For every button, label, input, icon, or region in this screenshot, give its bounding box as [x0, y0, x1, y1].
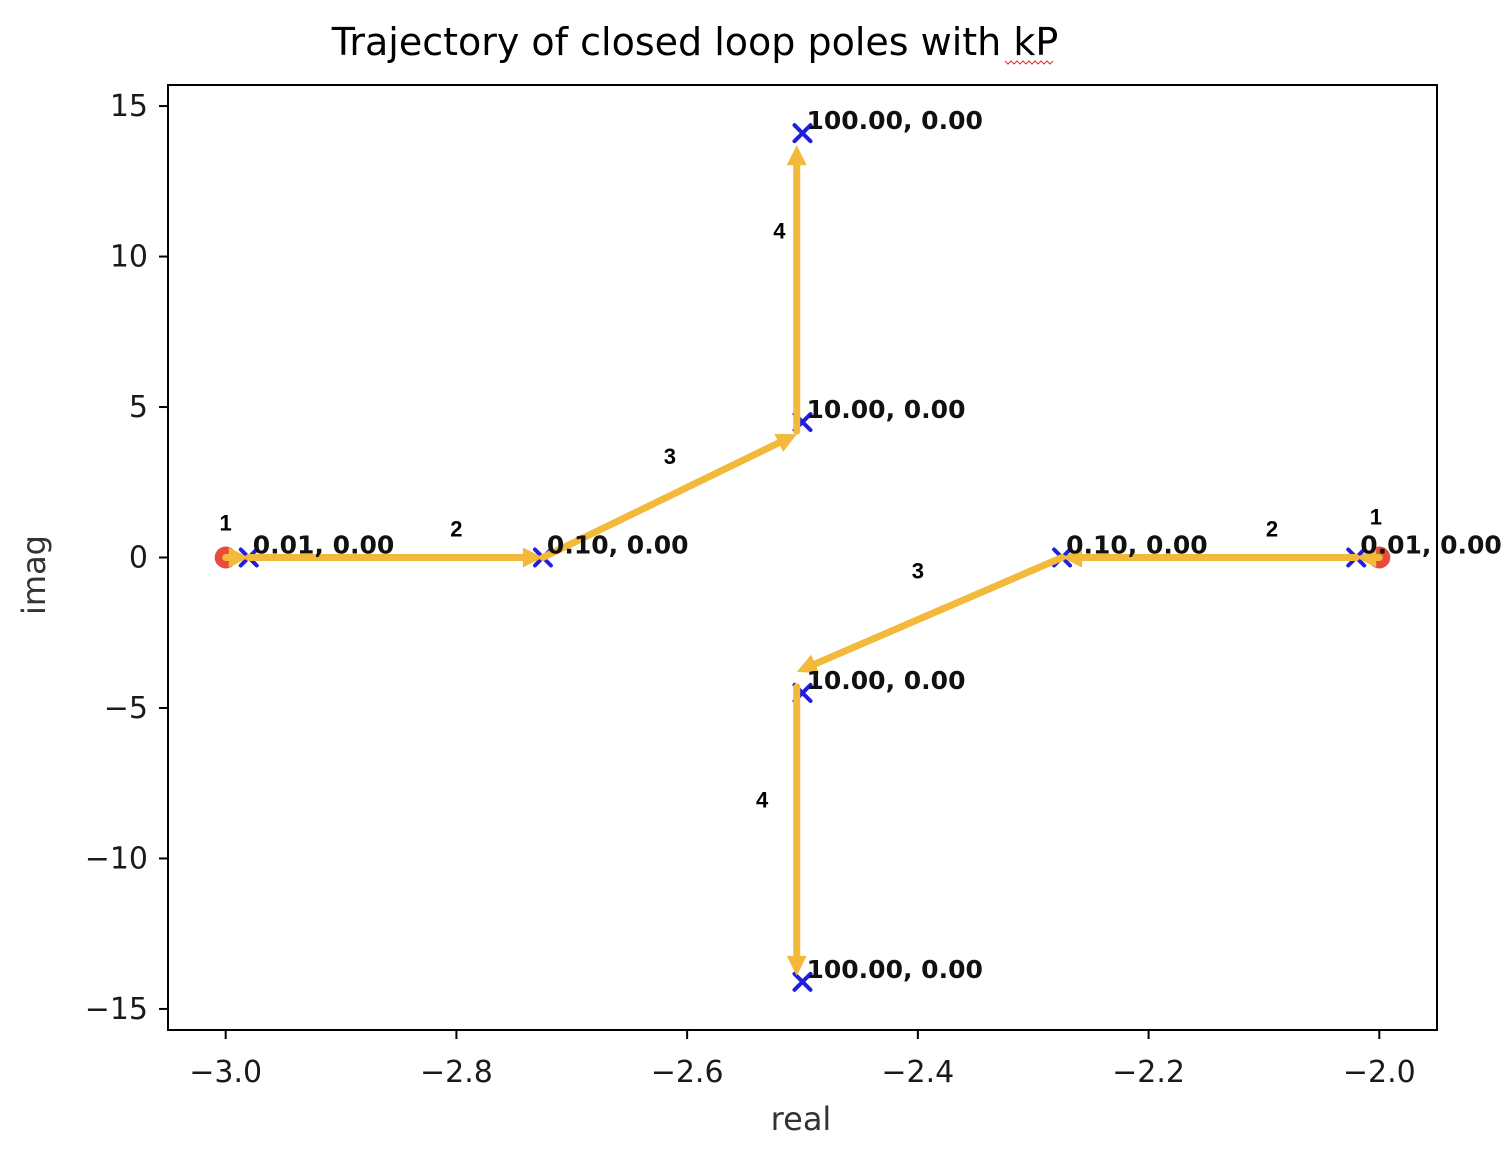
closed-loop-pole-marker	[792, 123, 813, 144]
trajectory-step-label: 4	[756, 787, 769, 812]
y-axis-label: imag	[15, 535, 53, 615]
pole-gain-label: 100.00, 0.00	[807, 955, 983, 984]
trajectory-arrow-head	[796, 654, 820, 674]
trajectory-step-label: 2	[450, 516, 462, 541]
y-tick-label: 10	[110, 240, 148, 275]
step-labels: 1 2 3 4 1 2 3 4	[220, 218, 1382, 812]
trajectory-arrow-shaft	[811, 554, 1066, 668]
pole-gain-label: 0.01, 0.00	[1360, 531, 1502, 560]
pole-gain-label: 10.00, 0.00	[807, 666, 966, 695]
closed-loop-pole-marker	[792, 971, 813, 992]
trajectory-arrow-shaft	[539, 439, 783, 561]
y-tick-label: 15	[110, 89, 148, 124]
chart-title: Trajectory of closed loop poles with kP	[331, 20, 1059, 64]
pole-gain-label: 10.00, 0.00	[807, 395, 966, 424]
trajectory-arrow-head	[774, 433, 797, 452]
x-tick-label: −3.0	[189, 1055, 262, 1090]
pole-gain-label: 0.10, 0.00	[1066, 531, 1208, 560]
x-tick-label: −2.8	[420, 1055, 493, 1090]
x-tick-label: −2.0	[1343, 1055, 1416, 1090]
spellcheck-underline	[1004, 60, 1054, 65]
trajectory-arrow-head	[1356, 547, 1377, 568]
x-tick-label: −2.4	[881, 1055, 954, 1090]
trajectory-step-label: 3	[912, 559, 924, 584]
pole-gain-label: 0.10, 0.00	[547, 531, 689, 560]
trajectory-step-label: 3	[664, 444, 676, 469]
trajectory-arrow-head	[786, 145, 807, 166]
trajectory-arrow-head	[1062, 547, 1083, 568]
y-tick-label: −5	[104, 691, 148, 726]
x-tick-label: −2.2	[1112, 1055, 1185, 1090]
x-axis-ticks: −3.0 −2.8 −2.6 −2.4 −2.2 −2.0	[189, 1030, 1416, 1090]
y-tick-label: 0	[129, 541, 148, 576]
x-tick-label: −2.6	[651, 1055, 724, 1090]
trajectory-arrow-head	[786, 955, 807, 976]
pole-gain-label: 100.00, 0.00	[807, 106, 983, 135]
trajectory-step-label: 4	[773, 218, 786, 243]
trajectory-arrow-head	[522, 547, 543, 568]
y-tick-label: −10	[85, 841, 148, 876]
trajectory-arrow-head	[228, 547, 249, 568]
trajectory-step-label: 1	[1370, 504, 1382, 529]
y-tick-label: 5	[129, 390, 148, 425]
y-axis-ticks: −15 −10 −5 0 5 10 15	[85, 89, 168, 1027]
y-tick-label: −15	[85, 992, 148, 1027]
trajectory-step-label: 2	[1266, 516, 1278, 541]
x-axis-label: real	[771, 1100, 832, 1138]
trajectory-step-label: 1	[220, 510, 232, 535]
trajectory-arrows	[222, 145, 1383, 976]
point-labels: 0.01, 0.00 0.01, 0.00 0.10, 0.00 0.10, 0.00…	[253, 106, 1502, 984]
pole-gain-label: 0.01, 0.00	[253, 531, 395, 560]
